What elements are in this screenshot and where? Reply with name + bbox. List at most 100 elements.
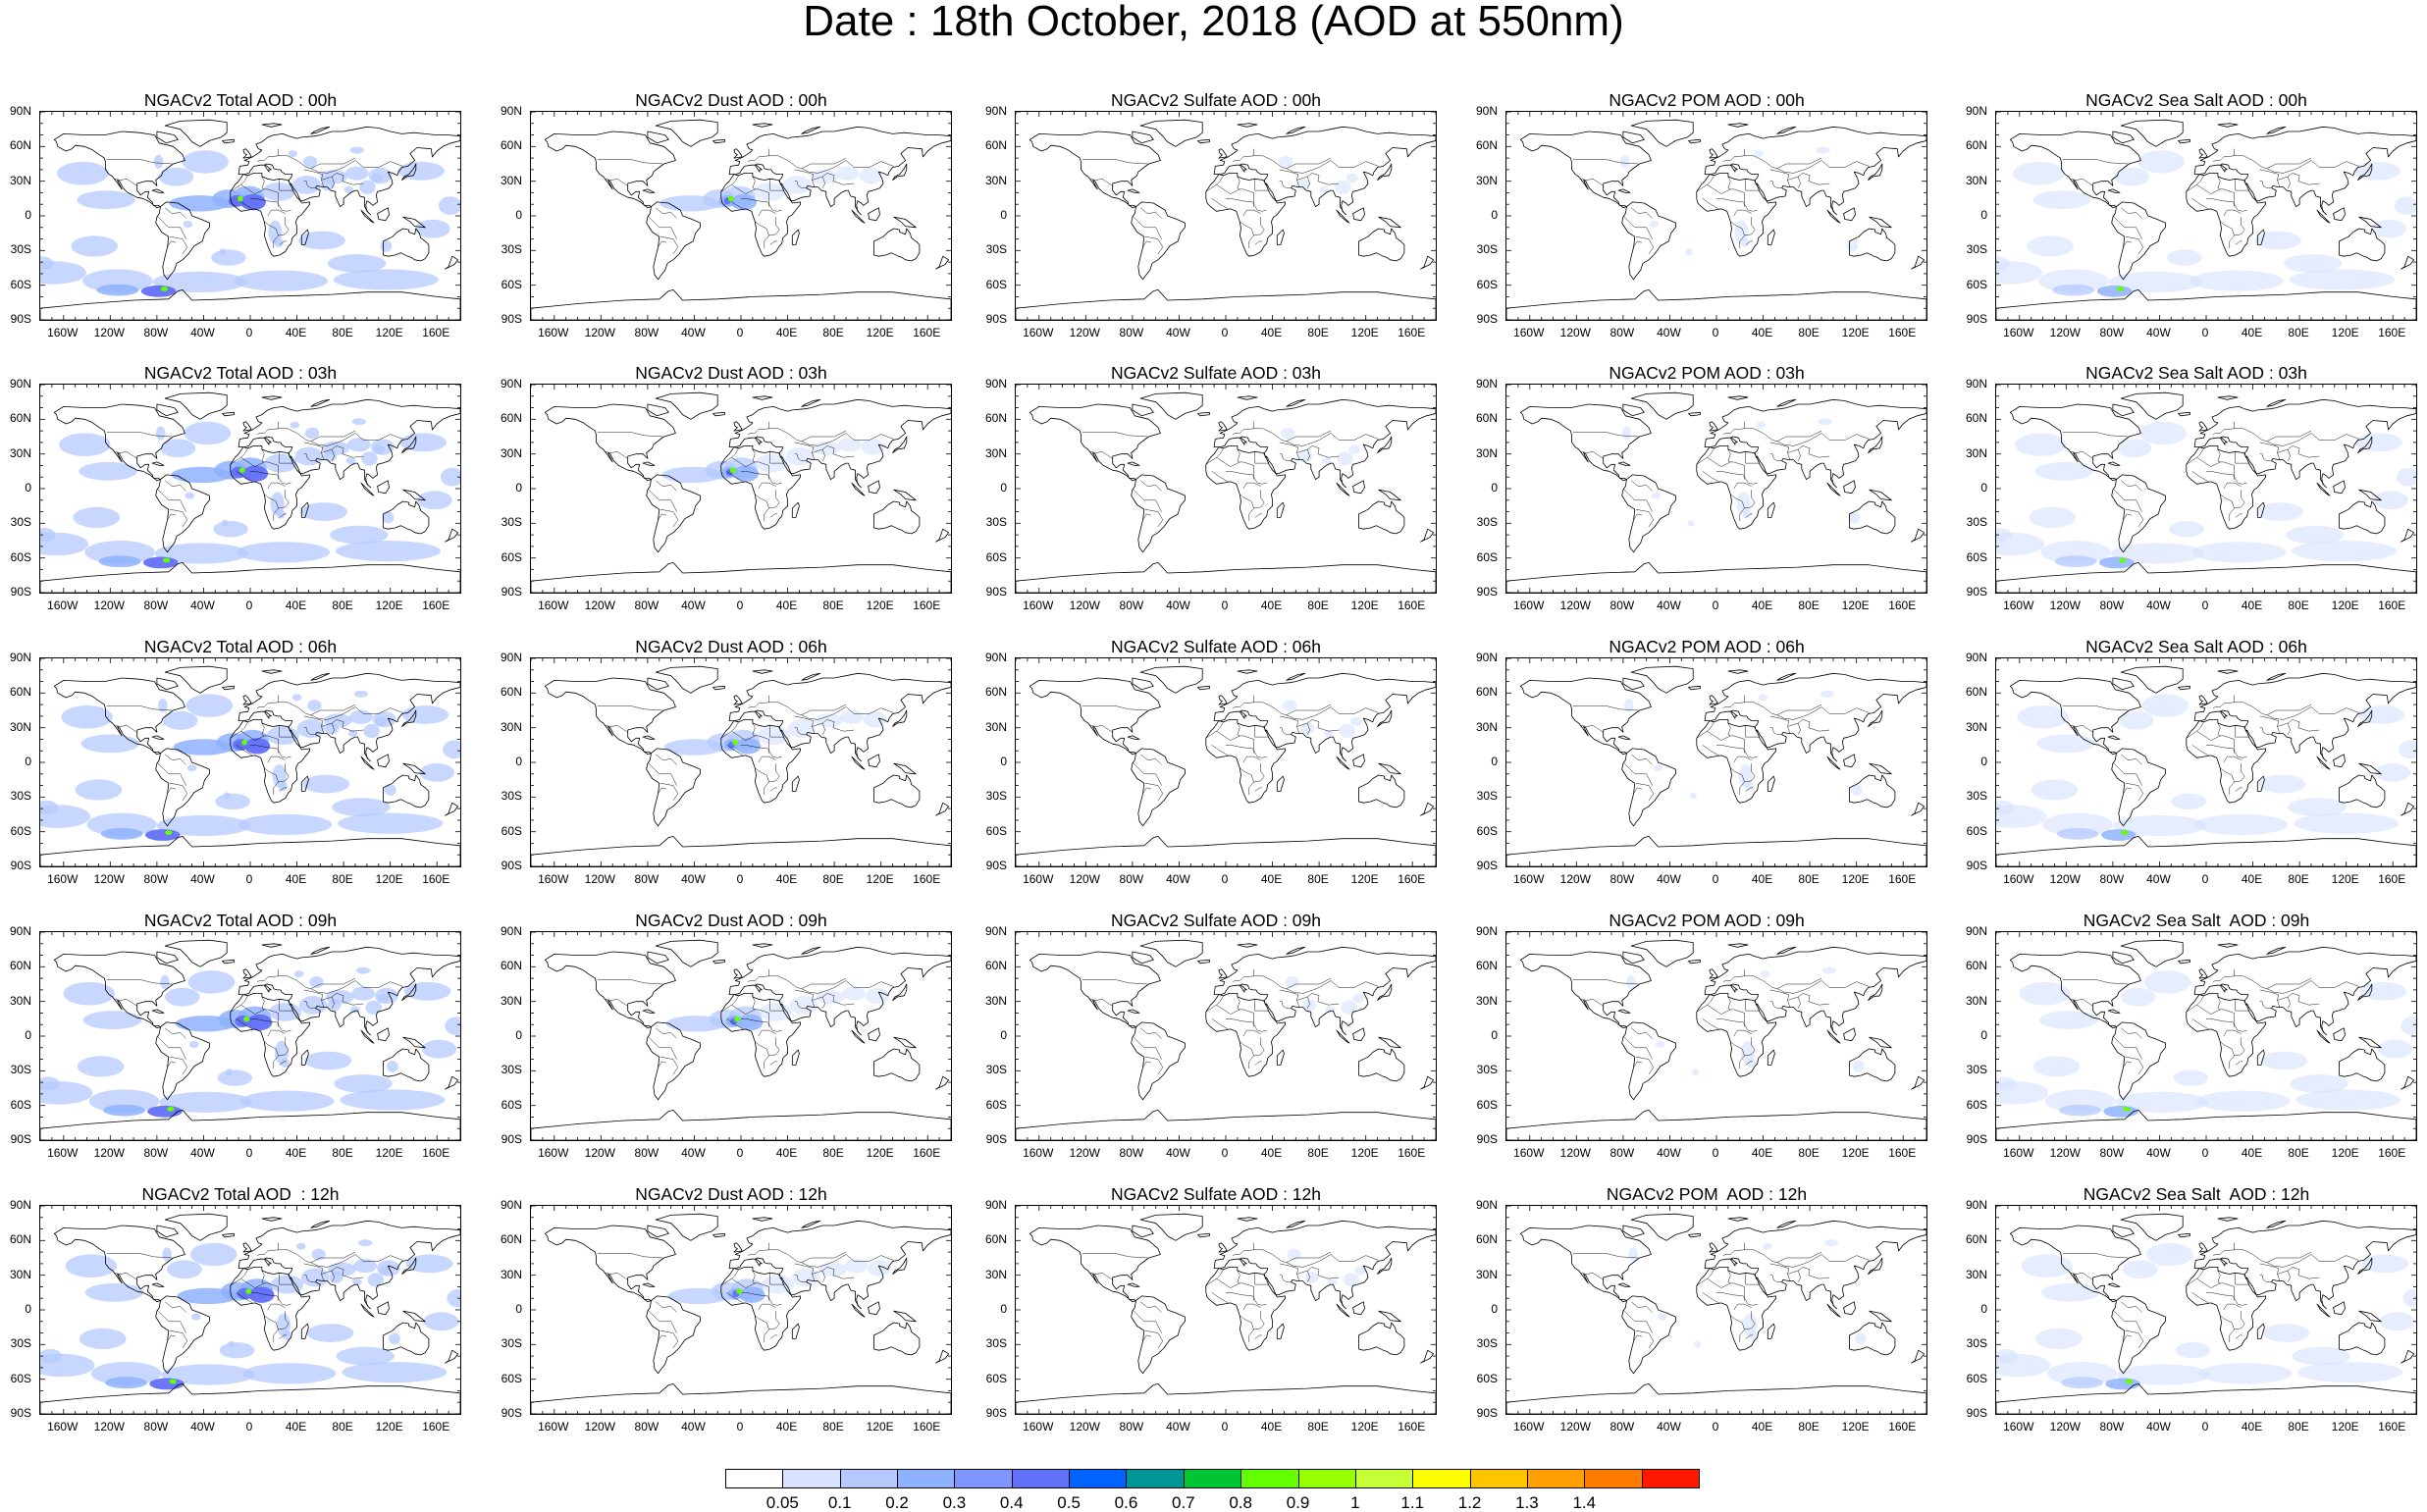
aerosol-peak <box>2119 557 2127 563</box>
country-border <box>1745 999 1760 1012</box>
aerosol-plume <box>789 996 818 1015</box>
aerosol-plume <box>1746 1058 1757 1068</box>
aerosol-plume <box>152 271 246 292</box>
country-border-layer <box>2062 421 2359 528</box>
latitude-label: 90N <box>1475 104 1498 118</box>
map-frame <box>1995 931 2417 1141</box>
longitude-label: 40W <box>190 599 215 612</box>
coastline-antarctica <box>1996 1383 2416 1414</box>
latitude-label: 30S <box>1476 1336 1498 1351</box>
map-frame <box>530 1205 952 1415</box>
aerosol-plume <box>423 1312 459 1331</box>
map-panel-pom: NGACv2 POM AOD : 12h 90N 60N 30N 0 30S 60S 90S 1… <box>1466 1185 1947 1450</box>
coastline-layer <box>1016 665 1436 866</box>
aerosol-plume <box>2032 1056 2081 1077</box>
coastline-sumatra <box>851 1029 866 1044</box>
map-panel-sulfate: NGACv2 Sulfate AOD : 09h 90N 60N 30N 0 30S 60S… <box>976 912 1456 1176</box>
map-frame <box>1015 384 1437 594</box>
coastline-japan <box>892 709 908 727</box>
aerosol-plume <box>2096 285 2133 297</box>
longitude-label: 40E <box>775 872 798 886</box>
latitude-label: 30S <box>1966 789 1987 804</box>
country-border <box>1253 975 1287 989</box>
aerosol-plume <box>356 966 371 974</box>
aerosol-plume <box>730 193 757 211</box>
aerosol-plume <box>276 1313 291 1337</box>
longitude-label: 40E <box>1751 872 1773 886</box>
country-border <box>1142 1061 1151 1068</box>
longitude-label: 80W <box>2099 599 2125 612</box>
country-border <box>768 763 780 783</box>
country-border <box>1622 488 1653 512</box>
coastline-japan <box>2357 436 2373 453</box>
latitude-label: 60S <box>1476 277 1498 291</box>
aerosol-plume <box>40 256 54 271</box>
coastline-layer <box>531 119 951 320</box>
latitude-label: 60N <box>500 138 522 153</box>
aerosol-plume <box>61 705 113 729</box>
aerosol-plume <box>1818 418 1832 426</box>
world-map <box>1996 1206 2416 1414</box>
coastline-na <box>1029 130 1161 209</box>
longitude-label: 80E <box>1307 1420 1329 1434</box>
coastline-eurasia <box>237 126 460 216</box>
country-border <box>748 968 769 982</box>
country-border <box>656 480 677 492</box>
coastline-greenland <box>164 939 228 967</box>
longitude-label: 80W <box>143 599 169 612</box>
coastline-cuba <box>642 735 656 740</box>
coastline-africa <box>2186 993 2266 1077</box>
coastline-newguinea <box>893 216 917 229</box>
latitude-label: 90S <box>985 585 1007 599</box>
coastline-africa <box>230 445 310 530</box>
world-map <box>40 658 460 866</box>
longitude-label: 120E <box>375 872 403 886</box>
colorbar-swatch <box>1469 1469 1528 1488</box>
coastline-australia <box>2339 1322 2386 1356</box>
aerosol-plume <box>1655 1041 1665 1048</box>
latitude-label: 30S <box>10 242 31 257</box>
longitude-label: 160E <box>1398 326 1426 339</box>
country-border-layer <box>1082 421 1379 528</box>
country-border <box>338 706 403 717</box>
coastline-japan <box>1868 1257 1883 1275</box>
tick-marks <box>1016 1206 1436 1414</box>
country-border <box>2191 1018 2209 1030</box>
coastline-greenland <box>655 1213 718 1241</box>
country-border <box>1745 240 1753 245</box>
longitude-label: 80E <box>1307 599 1329 612</box>
country-border <box>741 471 782 485</box>
coastline-baffin <box>647 677 669 691</box>
coastline-svalbard <box>2217 123 2239 128</box>
aerosol-peak <box>2116 287 2125 291</box>
coastline-africa <box>1696 993 1776 1077</box>
aerosol-plume <box>65 1254 117 1277</box>
world-map <box>531 658 951 866</box>
coastline-novaya <box>1776 1220 1797 1228</box>
panel-title: NGACv2 Total AOD : 00h <box>143 90 338 110</box>
coastline-novaya <box>801 946 821 955</box>
country-border <box>2196 1278 2235 1301</box>
longitude-label: 160E <box>2378 599 2406 612</box>
country-border <box>2125 235 2144 255</box>
coastline-svalbard <box>752 943 773 948</box>
country-border <box>1140 1301 1162 1313</box>
coastline-novaya <box>1286 946 1306 955</box>
country-border <box>769 1334 777 1339</box>
country-border <box>1253 1249 1287 1263</box>
coastline-sumatra <box>2316 1303 2331 1318</box>
country-border <box>303 181 316 188</box>
coastline-iceland <box>2178 138 2190 144</box>
country-border <box>2259 169 2281 187</box>
country-border <box>2191 471 2209 483</box>
aerosol-plume <box>2143 970 2191 994</box>
latitude-label: 30S <box>501 1336 522 1351</box>
coastline-antarctica <box>531 289 951 320</box>
country-border <box>2069 179 2093 186</box>
country-border <box>1205 447 1224 465</box>
aerosol-plume <box>842 986 866 1001</box>
aerosol-plume <box>347 729 358 737</box>
country-border <box>1279 715 1300 734</box>
country-border <box>2259 181 2272 188</box>
coastline-borneo <box>1352 207 1365 222</box>
